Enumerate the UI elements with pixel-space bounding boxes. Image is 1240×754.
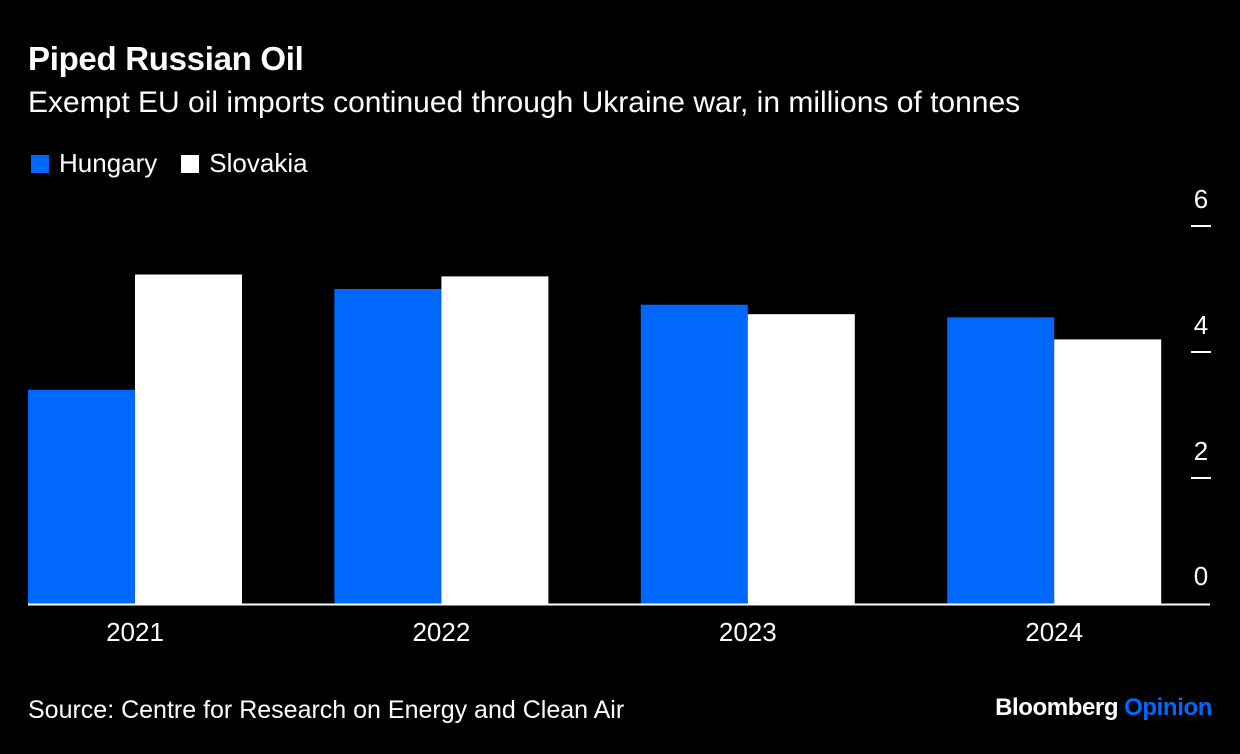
bar-hungary-2023 — [640, 304, 748, 604]
bar-slovakia-2022 — [441, 276, 549, 604]
y-tick-label-0: 0 — [1194, 561, 1208, 591]
legend-item-slovakia: Slovakia — [181, 148, 308, 179]
chart-subtitle: Exempt EU oil imports continued through … — [28, 86, 1021, 119]
bar-slovakia-2021 — [135, 274, 242, 604]
bar-slovakia-2024 — [1054, 339, 1162, 604]
bar-hungary-2022 — [334, 289, 442, 604]
legend-label-slovakia: Slovakia — [209, 148, 308, 178]
y-tick-label-4: 4 — [1194, 310, 1208, 340]
y-tick-label-2: 2 — [1194, 436, 1208, 466]
brand-bloomberg: Bloomberg — [995, 694, 1119, 721]
brand-opinion: Opinion — [1124, 694, 1212, 721]
source-note: Source: Centre for Research on Energy an… — [28, 696, 625, 724]
legend-label-hungary: Hungary — [59, 148, 158, 178]
chart-title: Piped Russian Oil — [28, 40, 304, 77]
bar-hungary-2021 — [28, 389, 135, 604]
legend-item-hungary: Hungary — [31, 148, 157, 179]
legend-swatch-slovakia — [181, 154, 200, 173]
legend-swatch-hungary — [31, 154, 49, 173]
x-tick-label-2024: 2024 — [1025, 617, 1083, 647]
brand-logo: Bloomberg Opinion — [995, 694, 1212, 722]
bar-slovakia-2023 — [747, 314, 855, 604]
x-tick-label-2021: 2021 — [106, 617, 164, 647]
y-tick-label-6: 6 — [1194, 184, 1208, 214]
x-tick-label-2022: 2022 — [412, 617, 470, 647]
x-tick-label-2023: 2023 — [719, 617, 777, 647]
bar-hungary-2024 — [947, 317, 1055, 604]
legend: Hungary Slovakia — [31, 148, 332, 179]
